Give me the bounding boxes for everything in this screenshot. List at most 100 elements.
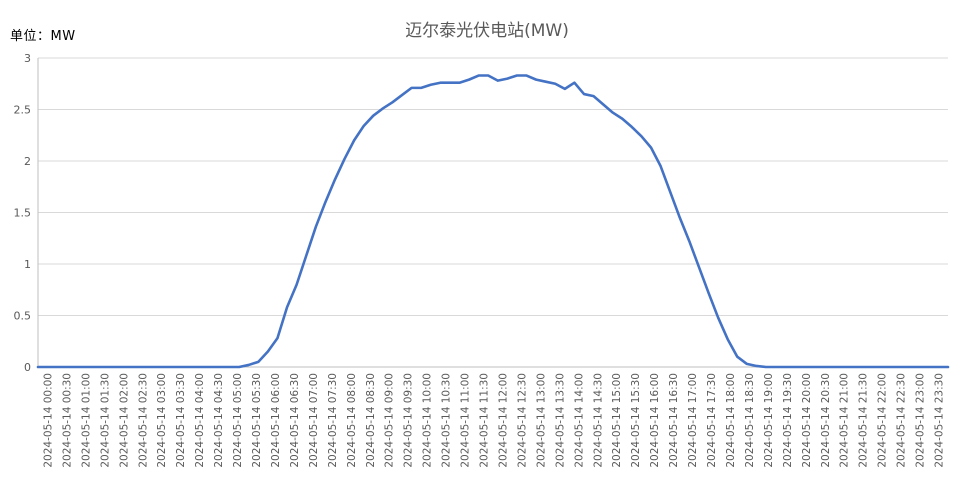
- data-point: [382, 107, 384, 109]
- data-point: [37, 366, 39, 368]
- data-point: [94, 366, 96, 368]
- data-point: [899, 366, 901, 368]
- x-tick-label: 2024-05-14 00:00: [42, 373, 54, 468]
- x-tick-label: 2024-05-14 16:30: [668, 373, 680, 468]
- y-tick-label: 1.5: [14, 207, 32, 220]
- x-tick-label: 2024-05-14 04:30: [213, 373, 225, 468]
- data-point: [142, 366, 144, 368]
- chart-title: 迈尔泰光伏电站(MW): [405, 21, 569, 41]
- data-point: [659, 165, 661, 167]
- data-point: [698, 266, 700, 268]
- data-point: [679, 216, 681, 218]
- data-point: [113, 366, 115, 368]
- data-point: [295, 283, 297, 285]
- data-point: [305, 255, 307, 257]
- x-tick-label: 2024-05-14 20:00: [801, 373, 813, 468]
- data-point: [813, 366, 815, 368]
- x-tick-label: 2024-05-14 11:00: [460, 373, 472, 468]
- data-point: [918, 366, 920, 368]
- data-point: [612, 111, 614, 113]
- x-tick-label: 2024-05-14 23:00: [915, 373, 927, 468]
- data-point: [851, 366, 853, 368]
- data-point: [439, 82, 441, 84]
- x-tick-label: 2024-05-14 00:30: [61, 373, 73, 468]
- data-point: [908, 366, 910, 368]
- data-point: [267, 350, 269, 352]
- data-point: [334, 178, 336, 180]
- x-tick-label: 2024-05-14 22:00: [877, 373, 889, 468]
- unit-label: 单位：MW: [10, 29, 76, 44]
- x-tick-label: 2024-05-14 18:30: [744, 373, 756, 468]
- x-tick-label: 2024-05-14 08:30: [365, 373, 377, 468]
- y-tick-label: 2: [24, 155, 31, 168]
- x-tick-label: 2024-05-14 09:30: [403, 373, 415, 468]
- data-point: [362, 125, 364, 127]
- data-point: [248, 364, 250, 366]
- x-tick-label: 2024-05-14 23:30: [934, 373, 946, 468]
- data-point: [822, 366, 824, 368]
- data-point: [468, 78, 470, 80]
- data-point: [219, 366, 221, 368]
- x-tick-label: 2024-05-14 03:30: [175, 373, 187, 468]
- data-point: [880, 366, 882, 368]
- x-tick-label: 2024-05-14 19:30: [782, 373, 794, 468]
- data-point: [861, 366, 863, 368]
- y-tick-label: 0: [24, 361, 31, 374]
- data-point: [707, 292, 709, 294]
- data-point: [190, 366, 192, 368]
- x-tick-label: 2024-05-14 12:30: [516, 373, 528, 468]
- data-point: [85, 366, 87, 368]
- data-point: [401, 94, 403, 96]
- data-point: [774, 366, 776, 368]
- y-tick-label: 1: [24, 258, 31, 271]
- x-tick-label: 2024-05-14 10:30: [441, 373, 453, 468]
- x-tick-label: 2024-05-14 02:00: [118, 373, 130, 468]
- data-point: [726, 338, 728, 340]
- x-tick-label: 2024-05-14 08:00: [346, 373, 358, 468]
- data-point: [133, 366, 135, 368]
- x-tick-label: 2024-05-14 10:00: [422, 373, 434, 468]
- data-point: [315, 226, 317, 228]
- x-tick-label: 2024-05-14 07:30: [327, 373, 339, 468]
- data-point: [592, 95, 594, 97]
- data-point: [343, 158, 345, 160]
- y-tick-label: 0.5: [14, 310, 32, 323]
- data-point: [794, 366, 796, 368]
- data-point: [602, 103, 604, 105]
- x-tick-label: 2024-05-14 01:00: [80, 373, 92, 468]
- x-tick-label: 2024-05-14 05:00: [232, 373, 244, 468]
- data-point: [458, 82, 460, 84]
- data-point: [123, 366, 125, 368]
- data-point: [669, 191, 671, 193]
- data-point: [717, 316, 719, 318]
- x-tick-label: 2024-05-14 14:30: [592, 373, 604, 468]
- x-tick-label: 2024-05-14 13:00: [535, 373, 547, 468]
- data-point: [525, 74, 527, 76]
- data-point: [497, 79, 499, 81]
- y-tick-label: 2.5: [14, 104, 32, 117]
- data-point: [746, 363, 748, 365]
- x-tick-label: 2024-05-14 03:00: [156, 373, 168, 468]
- x-tick-label: 2024-05-14 17:00: [687, 373, 699, 468]
- x-tick-label: 2024-05-14 16:00: [649, 373, 661, 468]
- data-point: [228, 366, 230, 368]
- data-point: [928, 366, 930, 368]
- data-point: [516, 74, 518, 76]
- x-tick-label: 2024-05-14 15:00: [611, 373, 623, 468]
- data-point: [324, 201, 326, 203]
- x-tick-label: 2024-05-14 05:30: [251, 373, 263, 468]
- x-tick-label: 2024-05-14 22:30: [896, 373, 908, 468]
- x-tick-label: 2024-05-14 12:00: [497, 373, 509, 468]
- data-point: [276, 337, 278, 339]
- data-point: [621, 118, 623, 120]
- data-point: [640, 135, 642, 137]
- data-point: [937, 366, 939, 368]
- x-tick-label: 2024-05-14 21:30: [858, 373, 870, 468]
- data-point: [410, 87, 412, 89]
- y-tick-label: 3: [24, 52, 31, 65]
- x-tick-label: 2024-05-14 13:30: [554, 373, 566, 468]
- data-point: [889, 366, 891, 368]
- data-point: [832, 366, 834, 368]
- data-point: [535, 78, 537, 80]
